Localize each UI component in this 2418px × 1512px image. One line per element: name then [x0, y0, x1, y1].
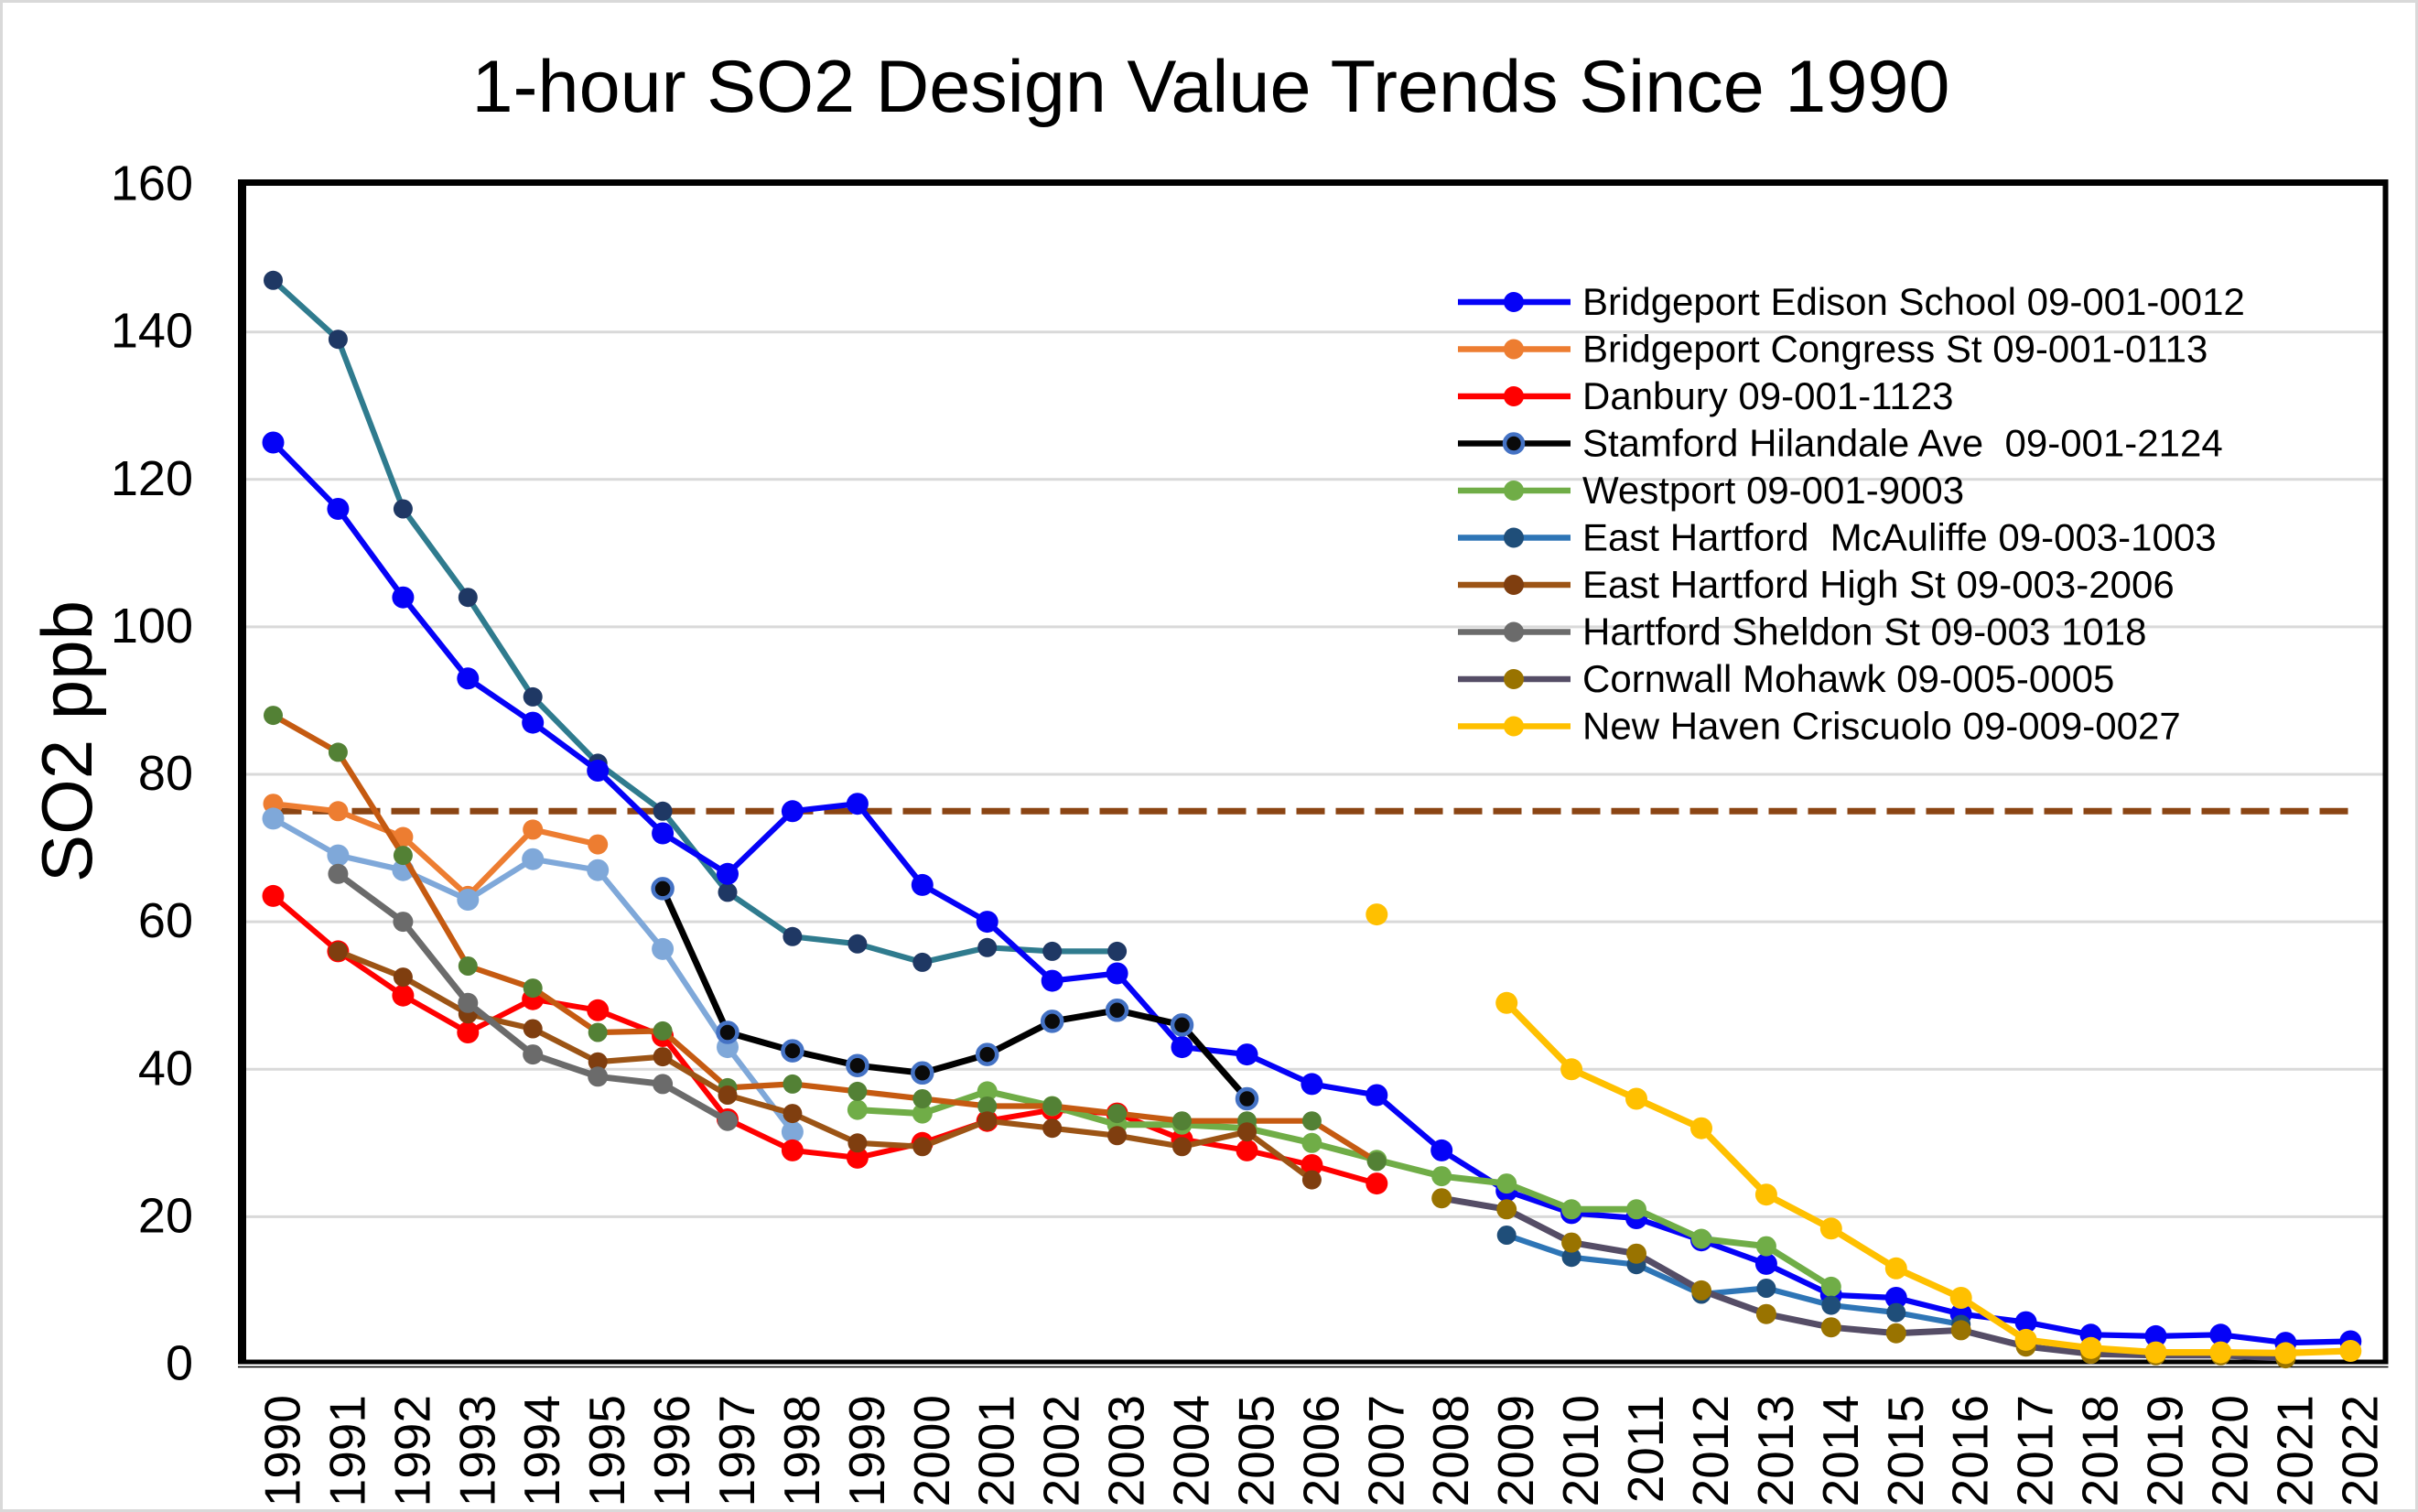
- svg-text:2007: 2007: [1357, 1395, 1414, 1507]
- svg-text:1995: 1995: [578, 1395, 635, 1507]
- svg-text:80: 80: [138, 746, 193, 801]
- svg-text:60: 60: [138, 893, 193, 948]
- svg-text:2021: 2021: [2266, 1395, 2323, 1507]
- svg-text:1-hour SO2 Design Value Trends: 1-hour SO2 Design Value Trends Since 199…: [472, 46, 1950, 128]
- svg-text:Bridgeport Edison School 09-00: Bridgeport Edison School 09-001-0012: [1582, 280, 2245, 323]
- svg-text:New Haven Criscuolo 09-009-002: New Haven Criscuolo 09-009-0027: [1582, 705, 2181, 748]
- svg-text:1998: 1998: [773, 1395, 830, 1507]
- svg-text:1990: 1990: [254, 1395, 311, 1507]
- svg-text:2011: 2011: [1617, 1395, 1674, 1503]
- svg-text:Danbury 09-001-1123: Danbury 09-001-1123: [1582, 374, 1954, 417]
- svg-text:2005: 2005: [1228, 1395, 1285, 1507]
- svg-text:2014: 2014: [1812, 1395, 1869, 1507]
- svg-text:2020: 2020: [2201, 1395, 2258, 1507]
- svg-text:1993: 1993: [448, 1395, 505, 1507]
- svg-text:2022: 2022: [2331, 1395, 2388, 1507]
- svg-text:2006: 2006: [1292, 1395, 1349, 1507]
- svg-text:2015: 2015: [1877, 1395, 1934, 1507]
- svg-text:120: 120: [111, 451, 193, 506]
- svg-text:East Hartford High St 09-003-2: East Hartford High St 09-003-2006: [1582, 563, 2175, 606]
- svg-text:Bridgeport Congress St 09-001-: Bridgeport Congress St 09-001-0113: [1582, 328, 2208, 371]
- svg-text:2017: 2017: [2007, 1395, 2064, 1507]
- svg-text:2004: 2004: [1163, 1395, 1220, 1507]
- svg-text:20: 20: [138, 1188, 193, 1243]
- svg-text:2008: 2008: [1422, 1395, 1479, 1507]
- svg-text:SO2 ppb: SO2 ppb: [27, 600, 107, 882]
- svg-text:Stamford Hilandale Ave 09-001: Stamford Hilandale Ave 09-001-2124: [1582, 422, 2223, 465]
- svg-text:Cornwall Mohawk 09-005-0005: Cornwall Mohawk 09-005-0005: [1582, 657, 2114, 700]
- svg-text:1997: 1997: [708, 1395, 765, 1507]
- svg-text:2018: 2018: [2072, 1395, 2129, 1507]
- svg-text:2009: 2009: [1487, 1395, 1544, 1507]
- svg-text:2010: 2010: [1552, 1395, 1609, 1507]
- svg-text:2000: 2000: [903, 1395, 960, 1507]
- svg-text:1992: 1992: [383, 1395, 440, 1507]
- svg-text:0: 0: [166, 1336, 193, 1391]
- svg-text:2003: 2003: [1098, 1395, 1155, 1507]
- svg-text:1991: 1991: [318, 1395, 375, 1507]
- svg-text:Westport 09-001-9003: Westport 09-001-9003: [1582, 469, 1964, 512]
- svg-text:160: 160: [111, 157, 193, 211]
- svg-text:2013: 2013: [1747, 1395, 1804, 1507]
- svg-text:Hartford Sheldon St 09-003 101: Hartford Sheldon St 09-003 1018: [1582, 610, 2146, 653]
- svg-text:100: 100: [111, 599, 193, 653]
- svg-text:2016: 2016: [1942, 1395, 1999, 1507]
- svg-text:East Hartford McAuliffe 09-00: East Hartford McAuliffe 09-003-1003: [1582, 516, 2217, 559]
- svg-text:1999: 1999: [838, 1395, 895, 1507]
- svg-text:2019: 2019: [2137, 1395, 2194, 1507]
- svg-text:2012: 2012: [1682, 1395, 1739, 1507]
- svg-text:1996: 1996: [643, 1395, 700, 1507]
- svg-text:140: 140: [111, 304, 193, 359]
- svg-text:40: 40: [138, 1041, 193, 1096]
- svg-text:2001: 2001: [968, 1395, 1025, 1507]
- svg-text:2002: 2002: [1033, 1395, 1090, 1507]
- svg-text:1994: 1994: [513, 1395, 570, 1507]
